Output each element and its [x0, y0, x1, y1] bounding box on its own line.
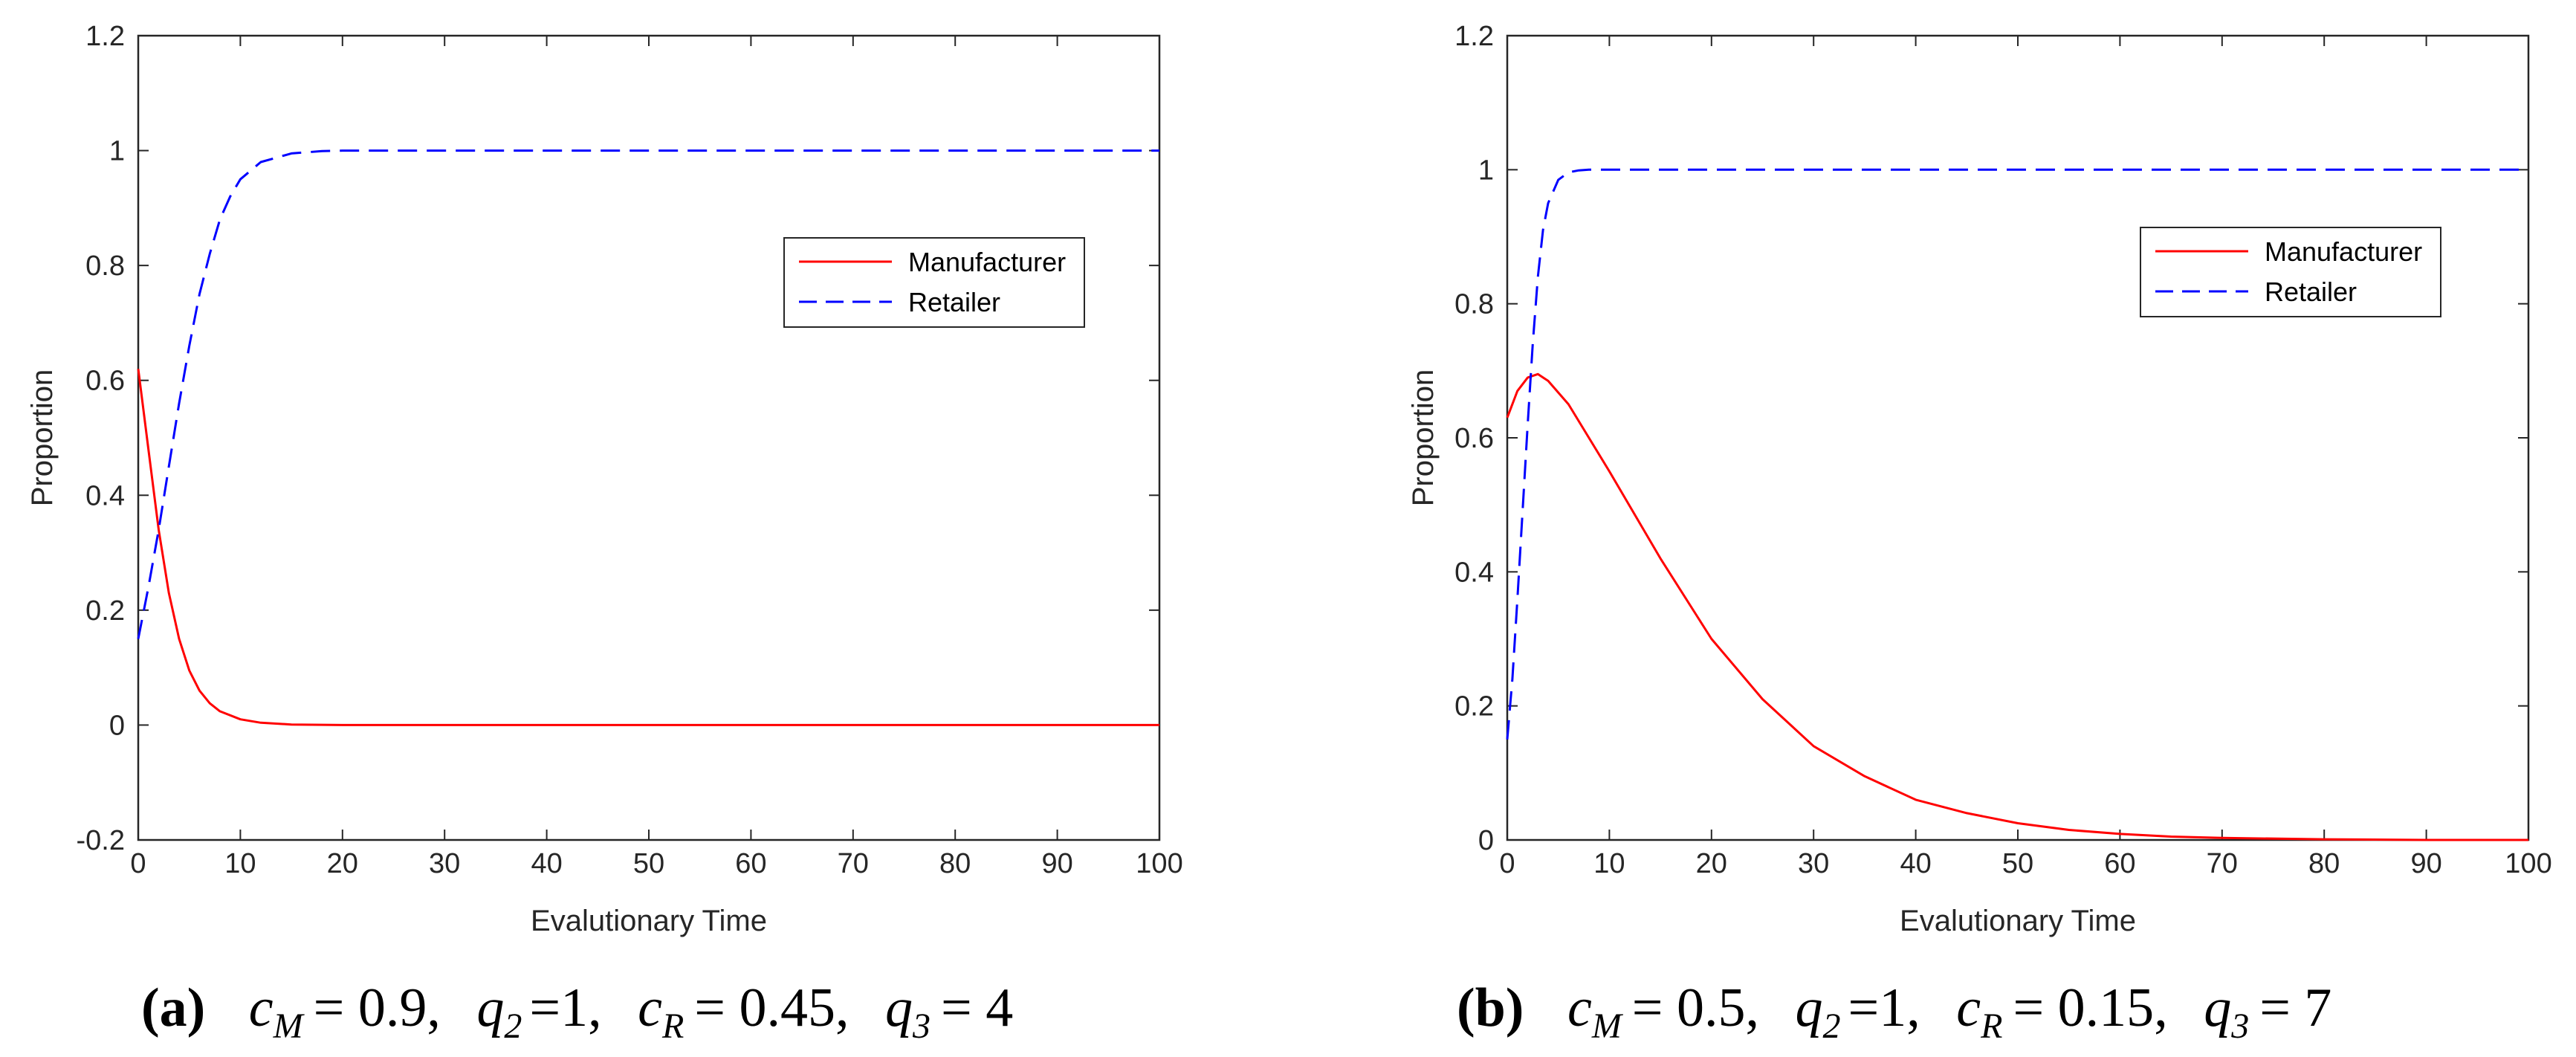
x-tick-label-b-10: 100 — [2505, 848, 2551, 879]
y-axis-label-b: Proportion — [1407, 369, 1440, 507]
x-tick-label-a-1: 10 — [224, 848, 256, 879]
legend-label-retailer-b: Retailer — [2265, 277, 2357, 307]
caption-a-p4-var: q — [885, 977, 913, 1038]
chart-panel-a: 0 10 20 30 40 50 60 70 80 90 100-0.200.20.40.60.81… — [26, 21, 1183, 1046]
caption-a-sep-2: , — [588, 977, 602, 1038]
axis-ticks-a: 0 10 20 30 40 50 60 70 80 90 100-0.200.20.40.60.81… — [77, 21, 1183, 879]
caption-a-p3-var: c — [638, 977, 662, 1038]
caption-b-p1-sub: M — [1591, 1006, 1624, 1046]
y-tick-label-b-5: 1 — [1478, 155, 1494, 186]
caption-a-sep-3: , — [835, 977, 850, 1038]
caption-b-p3-sub: R — [1980, 1006, 2002, 1046]
x-tick-label-b-1: 10 — [1593, 848, 1625, 879]
caption-a-label: (a) — [141, 977, 205, 1038]
series-line-retailer-b — [1506, 168, 2528, 740]
caption-b-p4-var: q — [2204, 977, 2231, 1038]
x-tick-label-b-2: 20 — [1696, 848, 1727, 879]
caption-a: (a) cM = 0.9, q2 =1, cR = 0.45, q3 = 4 — [141, 977, 1013, 1046]
caption-b-sep-3: , — [2154, 977, 2168, 1038]
series-line-retailer-a — [137, 149, 1159, 639]
y-tick-label-b-1: 0.2 — [1454, 691, 1494, 723]
x-tick-label-a-9: 90 — [1041, 848, 1072, 879]
x-tick-label-a-4: 40 — [531, 848, 562, 879]
x-tick-label-b-4: 40 — [1900, 848, 1931, 879]
x-tick-label-b-8: 80 — [2308, 848, 2340, 879]
x-tick-label-b-7: 70 — [2207, 848, 2238, 879]
axis-ticks-b: 0 10 20 30 40 50 60 70 80 90 100 0 0.2 0.4 0.6 0.8 1 1.2 — [1454, 21, 2552, 879]
caption-a-p1-sub: M — [273, 1006, 305, 1046]
caption-a-p2-val: =1 — [529, 977, 588, 1038]
y-tick-label-a-2: 0.2 — [85, 595, 125, 627]
legend-box-b — [2140, 227, 2441, 317]
plot-area-a — [137, 34, 1161, 841]
x-tick-label-a-0: 0 — [130, 848, 146, 879]
legend-box-a — [783, 237, 1085, 328]
caption-b-p2-var: q — [1796, 977, 1823, 1038]
caption-b-p4-sub: 3 — [2230, 1006, 2249, 1046]
series-line-manufacturer-b — [1506, 372, 2528, 841]
caption-a-p1-val: = 0.9 — [314, 977, 427, 1038]
caption-a-p2-var: q — [476, 977, 504, 1038]
caption-b-p4-val: = 7 — [2259, 977, 2331, 1038]
caption-b-p1-var: c — [1567, 977, 1592, 1038]
caption-b-sep-2: , — [1906, 977, 1920, 1038]
caption-b-p3-var: c — [1956, 977, 1981, 1038]
y-tick-label-b-2: 0.4 — [1454, 557, 1494, 588]
series-group-a — [137, 149, 1159, 726]
legend-label-manufacturer-b: Manufacturer — [2265, 236, 2422, 267]
caption-b-p1-val: = 0.5 — [1632, 977, 1746, 1038]
y-tick-label-a-4: 0.6 — [85, 366, 125, 397]
caption-a-p2-sub: 2 — [504, 1006, 522, 1046]
x-axis-label-a: Evalutionary Time — [531, 905, 767, 937]
x-axis-label-b: Evalutionary Time — [1900, 905, 2136, 937]
chart-panel-b: 0 10 20 30 40 50 60 70 80 90 10000.20.40.60.811.2 … — [1407, 21, 2552, 1046]
legend-label-manufacturer-a: Manufacturer — [908, 247, 1066, 277]
x-tick-label-a-3: 30 — [429, 848, 460, 879]
y-tick-label-a-6: 1 — [109, 136, 125, 167]
series-group-b — [1506, 168, 2528, 841]
caption-a-p4-val: = 4 — [941, 977, 1013, 1038]
legend-b: Manufacturer Retailer — [2140, 227, 2441, 317]
y-tick-label-a-7: 1.2 — [85, 21, 125, 52]
caption-a-p3-sub: R — [661, 1006, 684, 1046]
svg-text:(b) cM= 0.5, q: (b) cM = 0.5, q2 =1, cR = 0.15, q3 = 7 — [1457, 977, 2331, 1046]
y-tick-label-a-3: 0.4 — [85, 480, 125, 511]
y-tick-label-b-0: 0 — [1478, 825, 1494, 856]
svg-text:(a) cM= 0.9, q: (a) cM = 0.9, q2 =1, cR = 0.45, q3 = 4 — [141, 977, 1013, 1046]
x-tick-label-a-10: 100 — [1136, 848, 1182, 879]
y-tick-label-b-6: 1.2 — [1454, 21, 1494, 52]
x-tick-label-b-5: 50 — [2002, 848, 2033, 879]
legend-a: Manufacturer Retailer — [783, 237, 1085, 328]
y-axis-label-a: Proportion — [26, 369, 59, 507]
caption-b-p2-sub: 2 — [1823, 1006, 1841, 1046]
y-tick-label-a-0: -0.2 — [77, 825, 125, 856]
caption-a-p1-var: c — [249, 977, 274, 1038]
caption-b-p2-val: =1 — [1848, 977, 1907, 1038]
caption-b-sep-1: , — [1746, 977, 1760, 1038]
x-tick-label-b-3: 30 — [1798, 848, 1829, 879]
x-tick-label-b-6: 60 — [2104, 848, 2135, 879]
series-line-manufacturer-a — [137, 369, 1159, 726]
caption-b: (b) cM = 0.5, q2 =1, cR = 0.15, q3 = 7 — [1457, 977, 2331, 1046]
caption-b-p3-val: = 0.15 — [2013, 977, 2154, 1038]
y-tick-label-a-5: 0.8 — [85, 250, 125, 282]
legend-label-retailer-a: Retailer — [908, 287, 1000, 317]
x-tick-label-a-5: 50 — [633, 848, 664, 879]
y-tick-label-b-4: 0.8 — [1454, 289, 1494, 320]
x-tick-label-a-6: 60 — [735, 848, 766, 879]
x-tick-label-a-8: 80 — [939, 848, 971, 879]
y-tick-label-a-1: 0 — [109, 710, 125, 741]
x-tick-label-a-7: 70 — [838, 848, 869, 879]
x-tick-label-b-0: 0 — [1499, 848, 1515, 879]
caption-b-label: (b) — [1457, 977, 1524, 1038]
y-tick-label-b-3: 0.6 — [1454, 423, 1494, 454]
x-tick-label-a-2: 20 — [327, 848, 358, 879]
caption-a-sep-1: , — [427, 977, 441, 1038]
x-tick-label-b-9: 90 — [2410, 848, 2441, 879]
caption-a-p3-val: = 0.45 — [694, 977, 835, 1038]
caption-a-p4-sub: 3 — [912, 1006, 931, 1046]
plot-area-b — [1506, 34, 2530, 841]
